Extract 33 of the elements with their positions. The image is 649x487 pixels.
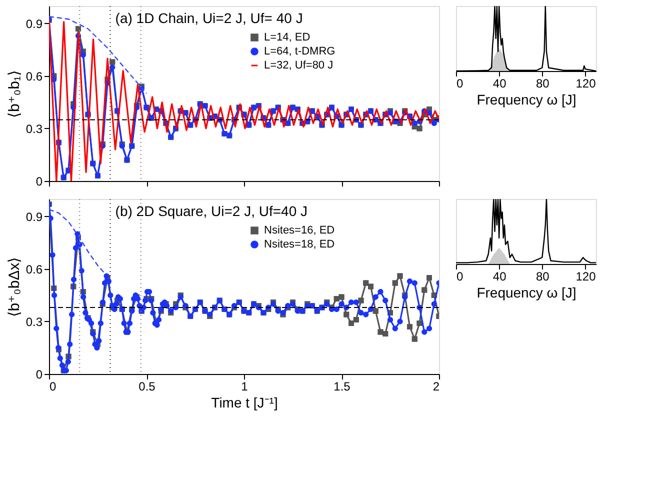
x-tick-label: 40 bbox=[492, 76, 507, 90]
x-tick-label: 1.5 bbox=[334, 380, 351, 394]
x-axis-title: Frequency ω [J] bbox=[476, 284, 576, 300]
legend-label: Nsites=16, ED bbox=[264, 224, 335, 236]
y-tick-label: 0.6 bbox=[26, 262, 43, 276]
x-tick-label: 2 bbox=[432, 380, 440, 394]
x-tick-label: 0.5 bbox=[138, 380, 156, 394]
x-tick-label: 80 bbox=[536, 76, 550, 90]
y-tick-label: 0 bbox=[36, 174, 43, 188]
y-axis-title: ⟨b⁺₀bΔx⟩ bbox=[6, 256, 23, 318]
legend-label: L=64, t-DMRG bbox=[264, 46, 336, 58]
x-axis-title: Frequency ω [J] bbox=[476, 92, 576, 108]
y-tick-label: 0.3 bbox=[26, 122, 43, 136]
x-tick-label: 0 bbox=[456, 76, 464, 90]
x-tick-label: 0 bbox=[456, 270, 464, 284]
x-tick-label: 1 bbox=[241, 380, 248, 394]
legend-label: L=14, ED bbox=[264, 32, 310, 44]
x-tick-label: 120 bbox=[576, 76, 596, 90]
x-tick-label: 80 bbox=[536, 270, 550, 284]
legend-label: L=32, Uf=80 J bbox=[264, 60, 334, 72]
x-tick-label: 120 bbox=[576, 270, 596, 284]
y-tick-label: 0.3 bbox=[26, 315, 43, 329]
x-axis-title: Time t [J⁻¹] bbox=[211, 394, 278, 410]
y-tick-label: 0.9 bbox=[26, 17, 43, 31]
annotation: (b) 2D Square, Ui=2 J, Uf=40 J bbox=[115, 203, 308, 219]
x-tick-label: 0 bbox=[50, 380, 56, 394]
legend-label: Nsites=18, ED bbox=[264, 238, 335, 250]
x-tick-label: 40 bbox=[492, 270, 507, 284]
annotation: (a) 1D Chain, Ui=2 J, Uf= 40 J bbox=[115, 10, 303, 26]
y-axis-title: ⟨b⁺₀b₁⟩ bbox=[6, 70, 23, 118]
y-tick-label: 0.9 bbox=[26, 210, 43, 224]
y-tick-label: 0 bbox=[36, 368, 43, 382]
y-tick-label: 0.6 bbox=[26, 70, 43, 84]
